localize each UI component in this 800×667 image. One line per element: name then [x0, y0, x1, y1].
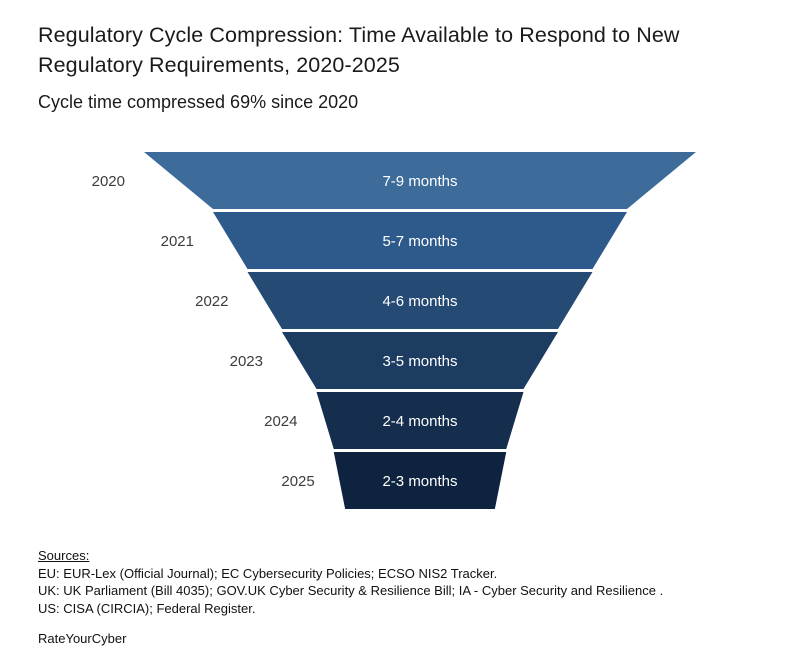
year-label-2025: 2025 — [281, 473, 314, 490]
chart-title: Regulatory Cycle Compression: Time Avail… — [38, 23, 680, 77]
funnel-segment-2022 — [247, 272, 593, 329]
sources-block: Sources: EU: EUR-Lex (Official Journal);… — [38, 547, 778, 617]
year-label-2020: 2020 — [92, 173, 125, 190]
sources-heading: Sources: — [38, 548, 90, 563]
year-label-2021: 2021 — [161, 233, 194, 250]
funnel-segment-2021 — [213, 212, 627, 269]
funnel-segment-2020 — [144, 152, 696, 209]
funnel-chart: 2020 7-9 months 2021 5-7 months 2022 4-6 mont… — [92, 152, 696, 509]
stage-value-label-2024: 2-4 months — [382, 413, 457, 430]
funnel-segment-2025 — [333, 452, 507, 509]
source-line-eu: EU: EUR-Lex (Official Journal); EC Cyber… — [38, 565, 498, 581]
stage-value-label-2022: 4-6 months — [382, 293, 457, 310]
stage-value-label-2023: 3-5 months — [382, 353, 457, 370]
source-line-us: US: CISA (CIRCIA); Federal Register. — [38, 600, 256, 616]
source-line-uk: UK: UK Parliament (Bill 4035); GOV.UK Cy… — [38, 583, 664, 598]
funnel-segment-2023 — [282, 332, 558, 389]
year-label-2023: 2023 — [230, 353, 263, 370]
year-label-2024: 2024 — [264, 413, 297, 430]
stage-value-label-2020: 7-9 months — [382, 173, 457, 190]
stage-value-label-2025: 2-3 months — [382, 473, 457, 490]
year-label-2022: 2022 — [195, 293, 228, 310]
stage-value-label-2021: 5-7 months — [382, 233, 457, 250]
funnel-segment-2024 — [316, 392, 524, 449]
brand-label: RateYourCyber — [38, 631, 127, 646]
chart-subtitle: Cycle time compressed 69% since 2020 — [38, 92, 359, 112]
